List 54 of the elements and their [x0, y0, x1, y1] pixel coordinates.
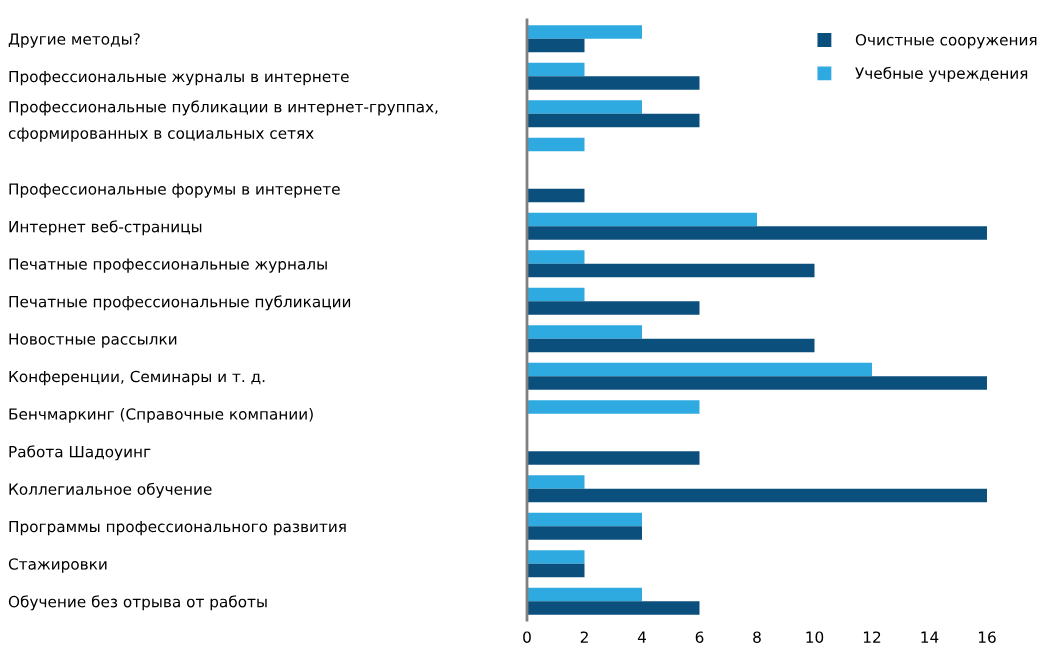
- bar: [527, 76, 700, 90]
- bar: [527, 301, 700, 315]
- bar: [527, 137, 585, 152]
- bar: [527, 62, 585, 77]
- y-tick-label: Работа Шадоуинг: [9, 445, 151, 461]
- x-tick-label: 12: [863, 631, 881, 643]
- bar: [527, 325, 642, 339]
- y-tick-label: Бенчмаркинг (Справочные компании): [9, 407, 313, 423]
- y-tick-label: Коллегиальное обучение: [9, 482, 212, 498]
- y-tick-label: Профессиональные журналы в интернете: [9, 70, 349, 86]
- bar: [527, 188, 585, 203]
- y-tick-label: Профессиональные публикации в интернет-группах, сформированных в социальных сетях: [8, 100, 438, 142]
- bar: [527, 587, 642, 602]
- x-tick-label: 16: [978, 631, 996, 643]
- bar: [527, 38, 585, 53]
- legend-label: Очистные сооружения: [855, 34, 1037, 49]
- bar: [527, 563, 585, 578]
- y-tick-label: Стажировки: [8, 558, 107, 573]
- bar: [527, 475, 585, 489]
- x-tick-label: 2: [580, 631, 588, 643]
- bar: [527, 287, 585, 302]
- x-tick-label: 0: [523, 631, 531, 643]
- legend-label: Учебные учреждения: [855, 66, 1028, 82]
- y-tick-label: Другие методы?: [8, 33, 140, 48]
- bar: [527, 100, 642, 114]
- bar: [527, 550, 585, 564]
- bar: [527, 338, 815, 353]
- bar: [527, 25, 642, 39]
- x-tick-label: 6: [695, 631, 704, 643]
- y-tick-label: Обучение без отрыва от работы: [8, 595, 267, 611]
- bar: [527, 376, 987, 390]
- x-tick-label: 4: [637, 631, 646, 643]
- bar: [527, 263, 815, 278]
- bar: [527, 451, 700, 465]
- y-tick-label: Программы профессионального развития: [9, 520, 346, 536]
- y-tick-label: Печатные профессиональные публикации: [9, 295, 351, 311]
- bar: [527, 226, 987, 240]
- x-tick-label: 10: [806, 631, 824, 643]
- bar: [527, 601, 700, 615]
- bar: [527, 250, 585, 264]
- y-tick-label: Профессиональные форумы в интернете: [9, 183, 340, 198]
- y-tick-label: Конференции, Семинары и т. д.: [9, 370, 265, 386]
- bar: [527, 400, 700, 414]
- bar: [527, 526, 642, 540]
- bar: [527, 512, 642, 527]
- bar: [527, 113, 700, 128]
- bar: [527, 212, 757, 227]
- x-tick-label: 8: [753, 631, 761, 643]
- bar: [527, 362, 872, 377]
- y-tick-label: Печатные профессиональные журналы: [9, 258, 327, 273]
- y-tick-label: Интернет веб-страницы: [9, 220, 202, 236]
- y-tick-label: Новостные рассылки: [9, 333, 177, 348]
- bar: [527, 488, 987, 503]
- x-tick-label: 14: [921, 631, 939, 643]
